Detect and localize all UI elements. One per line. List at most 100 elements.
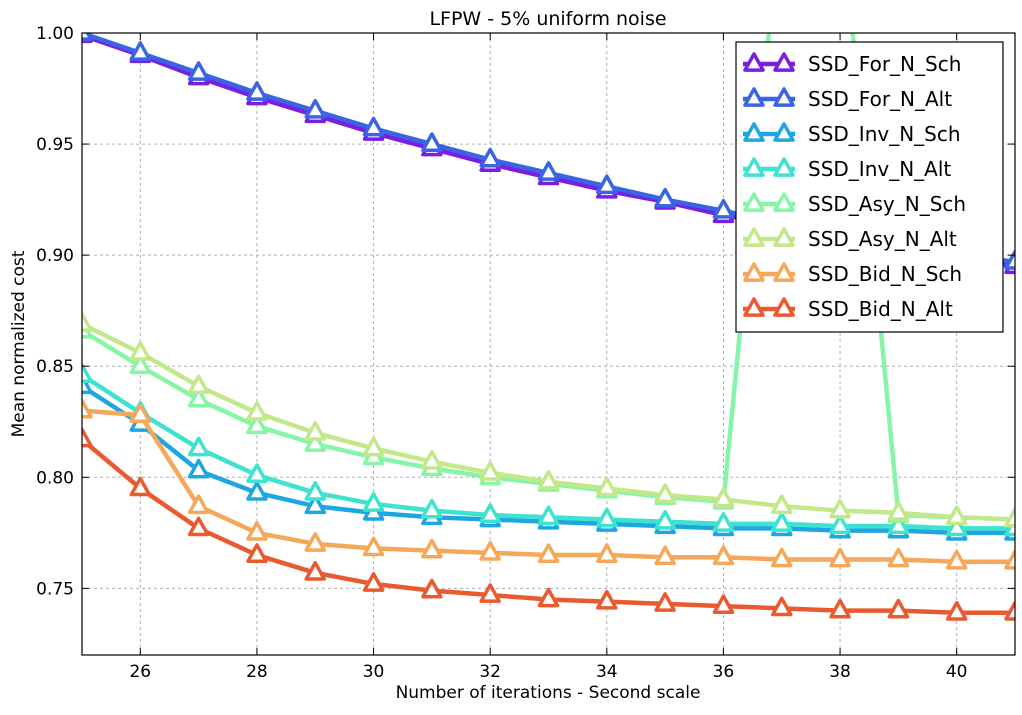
data-point	[537, 543, 560, 563]
legend-item-ssd-inv-n-alt: SSD_Inv_N_Alt	[743, 157, 951, 181]
legend-marker	[743, 297, 765, 317]
legend-label: SSD_For_N_Alt	[808, 87, 952, 111]
y-tick-label: 0.75	[36, 579, 74, 599]
legend-box	[735, 41, 1004, 333]
data-point	[887, 547, 910, 568]
legend-marker	[773, 122, 795, 142]
data-point	[187, 494, 210, 515]
legend-label: SSD_Asy_N_Alt	[808, 227, 957, 251]
data-point	[887, 598, 910, 619]
data-point	[537, 469, 560, 490]
data-point	[596, 476, 618, 497]
data-point	[596, 507, 618, 528]
series-ssd-bid-n-alt	[82, 427, 1015, 621]
data-point	[537, 505, 560, 526]
legend-item-ssd-inv-n-sch: SSD_Inv_N_Sch	[743, 122, 961, 146]
legend-marker	[743, 262, 765, 282]
data-point	[945, 549, 968, 570]
data-point	[829, 498, 851, 519]
data-point	[1004, 250, 1015, 270]
data-point	[654, 187, 676, 208]
data-point	[771, 494, 793, 515]
data-point	[187, 516, 210, 537]
x-tick-label: 38	[829, 662, 851, 682]
series-ssd-asy-n-alt	[82, 312, 1015, 528]
y-tick-label: 1.00	[36, 24, 74, 44]
legend-item-ssd-asy-n-sch: SSD_Asy_N_Sch	[743, 192, 966, 216]
data-point	[712, 594, 735, 615]
x-axis-label: Number of iterations - Second scale	[396, 683, 701, 703]
data-point	[187, 374, 210, 395]
data-point	[304, 561, 326, 581]
y-tick-label: 0.80	[36, 468, 74, 488]
data-point	[421, 498, 443, 519]
data-point	[82, 374, 93, 395]
series-layer	[82, 33, 1015, 621]
data-point	[596, 543, 618, 563]
data-point	[304, 421, 326, 441]
data-point	[479, 583, 501, 603]
data-point	[246, 401, 268, 421]
data-point	[887, 514, 910, 535]
data-point	[887, 501, 910, 521]
data-point	[82, 427, 93, 448]
series-ssd-bid-n-sch	[82, 398, 1015, 570]
legend-marker	[773, 297, 795, 317]
data-point	[712, 487, 735, 508]
data-point	[246, 463, 268, 483]
series-group	[82, 33, 1015, 621]
data-point	[187, 458, 210, 479]
data-point	[304, 432, 326, 452]
data-point	[246, 81, 268, 101]
legend-label: SSD_Inv_N_Alt	[808, 157, 951, 181]
data-point	[82, 33, 93, 41]
y-axis-label: Mean normalized cost	[9, 250, 29, 437]
legend-marker	[773, 262, 795, 282]
y-tick-label: 0.95	[36, 135, 74, 155]
y-tick-label: 0.90	[36, 246, 74, 266]
data-point	[829, 547, 851, 568]
data-point	[362, 116, 385, 137]
legend-label: SSD_Asy_N_Sch	[808, 192, 966, 216]
legend-marker	[773, 157, 795, 177]
data-point	[537, 161, 560, 181]
legend-marker	[743, 227, 765, 247]
data-point	[479, 461, 501, 481]
data-point	[421, 132, 443, 152]
data-point	[362, 492, 385, 512]
data-point	[654, 545, 676, 566]
plot-frame	[81, 32, 1016, 656]
legend-item-ssd-for-n-sch: SSD_For_N_Sch	[743, 52, 961, 76]
legend-item-ssd-asy-n-alt: SSD_Asy_N_Alt	[743, 227, 957, 251]
data-point	[1004, 507, 1015, 528]
data-point	[246, 414, 268, 435]
legend: SSD_For_N_Sch SSD_For_N_Alt SSD_Inv_N_Sch S…	[735, 41, 1004, 333]
data-point	[82, 312, 93, 332]
legend-marker	[773, 192, 795, 212]
data-point	[82, 363, 93, 384]
data-point	[596, 589, 618, 610]
data-point	[187, 61, 210, 81]
data-point	[304, 532, 326, 552]
data-point	[304, 494, 326, 515]
legend-item-ssd-bid-n-alt: SSD_Bid_N_Alt	[743, 297, 953, 321]
data-point	[246, 481, 268, 501]
data-point	[129, 354, 152, 375]
data-point	[362, 436, 385, 457]
data-point	[771, 512, 793, 532]
data-point	[362, 572, 385, 592]
x-tick-label: 40	[946, 662, 968, 682]
data-point	[479, 147, 501, 168]
data-point	[246, 521, 268, 541]
x-tick-label: 36	[713, 662, 735, 682]
data-point	[654, 483, 676, 503]
data-point	[712, 545, 735, 566]
data-point	[829, 514, 851, 535]
data-point	[421, 578, 443, 599]
data-point	[945, 505, 968, 526]
data-point	[129, 476, 152, 497]
legend-marker	[773, 227, 795, 247]
data-point	[712, 512, 735, 532]
data-point	[712, 198, 735, 219]
data-point	[1004, 549, 1015, 570]
